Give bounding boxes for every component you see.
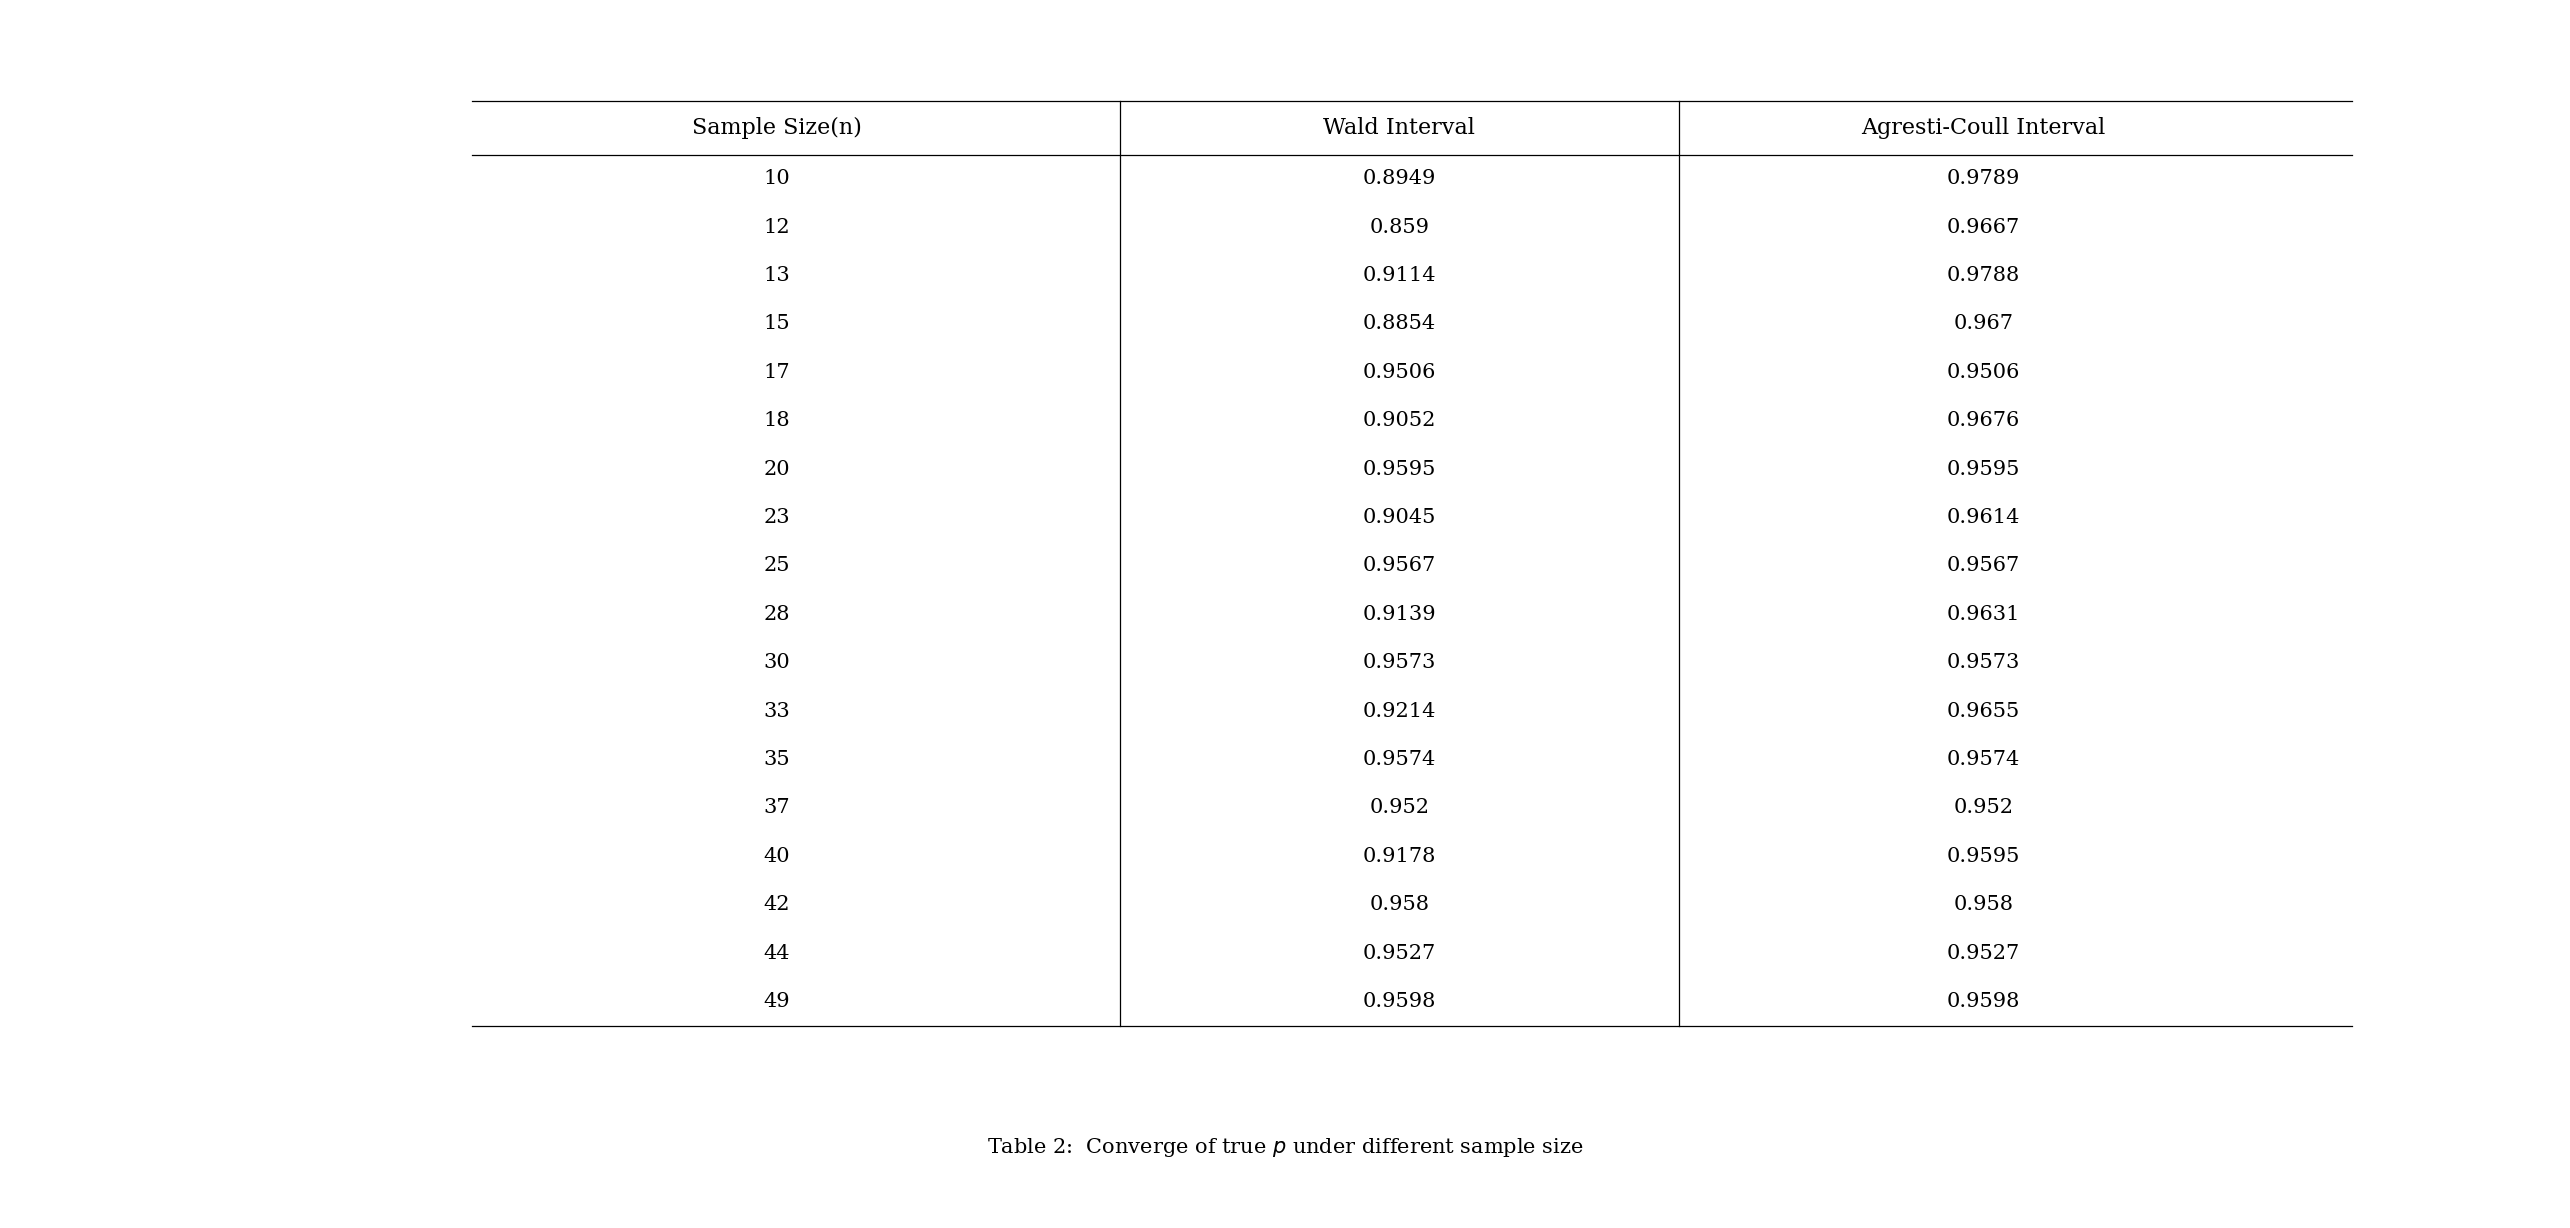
Text: 0.8854: 0.8854 xyxy=(1362,314,1437,334)
Text: 0.9595: 0.9595 xyxy=(1948,847,2020,866)
Text: Agresti-Coull Interval: Agresti-Coull Interval xyxy=(1861,117,2105,139)
Text: 10: 10 xyxy=(763,169,792,188)
Text: 0.9045: 0.9045 xyxy=(1362,508,1437,527)
Text: 0.9139: 0.9139 xyxy=(1362,605,1437,624)
Text: 25: 25 xyxy=(763,556,789,576)
Text: 15: 15 xyxy=(763,314,792,334)
Text: 37: 37 xyxy=(763,798,792,818)
Text: 0.8949: 0.8949 xyxy=(1362,169,1437,188)
Text: 0.9114: 0.9114 xyxy=(1362,266,1437,285)
Text: 0.9789: 0.9789 xyxy=(1948,169,2020,188)
Text: Table 2:  Converge of true $p$ under different sample size: Table 2: Converge of true $p$ under diff… xyxy=(987,1136,1583,1158)
Text: 0.9527: 0.9527 xyxy=(1948,943,2020,963)
Text: 0.9595: 0.9595 xyxy=(1362,459,1437,479)
Text: 20: 20 xyxy=(763,459,792,479)
Text: Sample Size(n): Sample Size(n) xyxy=(691,117,861,139)
Text: 0.9676: 0.9676 xyxy=(1948,411,2020,430)
Text: 0.9631: 0.9631 xyxy=(1945,605,2020,624)
Text: 0.9506: 0.9506 xyxy=(1362,362,1437,382)
Text: 0.9527: 0.9527 xyxy=(1362,943,1437,963)
Text: 0.958: 0.958 xyxy=(1953,895,2012,915)
Text: 0.9574: 0.9574 xyxy=(1362,750,1437,769)
Text: 0.9598: 0.9598 xyxy=(1948,992,2020,1011)
Text: 0.952: 0.952 xyxy=(1370,798,1429,818)
Text: 35: 35 xyxy=(763,750,792,769)
Text: Wald Interval: Wald Interval xyxy=(1324,117,1475,139)
Text: 40: 40 xyxy=(763,847,792,866)
Text: 0.952: 0.952 xyxy=(1953,798,2012,818)
Text: 44: 44 xyxy=(763,943,789,963)
Text: 0.9567: 0.9567 xyxy=(1362,556,1437,576)
Text: 0.9506: 0.9506 xyxy=(1948,362,2020,382)
Text: 0.9788: 0.9788 xyxy=(1948,266,2020,285)
Text: 0.9567: 0.9567 xyxy=(1948,556,2020,576)
Text: 0.9598: 0.9598 xyxy=(1362,992,1437,1011)
Text: 33: 33 xyxy=(763,701,792,721)
Text: 42: 42 xyxy=(763,895,789,915)
Text: 23: 23 xyxy=(763,508,792,527)
Text: 0.9614: 0.9614 xyxy=(1948,508,2020,527)
Text: 0.9573: 0.9573 xyxy=(1362,653,1437,672)
Text: 0.958: 0.958 xyxy=(1370,895,1429,915)
Text: 0.859: 0.859 xyxy=(1370,217,1429,237)
Text: 0.9574: 0.9574 xyxy=(1948,750,2020,769)
Text: 49: 49 xyxy=(763,992,792,1011)
Text: 30: 30 xyxy=(763,653,792,672)
Text: 0.9655: 0.9655 xyxy=(1948,701,2020,721)
Text: 17: 17 xyxy=(763,362,792,382)
Text: 13: 13 xyxy=(763,266,792,285)
Text: 0.9667: 0.9667 xyxy=(1948,217,2020,237)
Text: 0.9052: 0.9052 xyxy=(1362,411,1437,430)
Text: 18: 18 xyxy=(763,411,792,430)
Text: 0.9178: 0.9178 xyxy=(1362,847,1437,866)
Text: 12: 12 xyxy=(763,217,792,237)
Text: 0.9214: 0.9214 xyxy=(1362,701,1437,721)
Text: 0.9573: 0.9573 xyxy=(1948,653,2020,672)
Text: 28: 28 xyxy=(763,605,789,624)
Text: 0.9595: 0.9595 xyxy=(1948,459,2020,479)
Text: 0.967: 0.967 xyxy=(1953,314,2012,334)
